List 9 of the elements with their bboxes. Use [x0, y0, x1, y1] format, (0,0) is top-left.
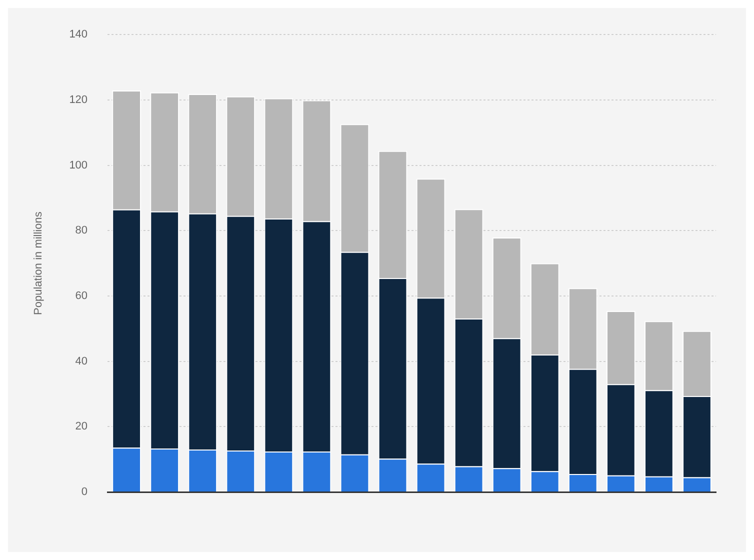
y-tick-label: 60	[75, 290, 88, 302]
y-tick-label: 20	[75, 420, 88, 433]
y-tick-label: 140	[69, 28, 88, 41]
y-tick-label: 120	[69, 94, 88, 106]
y-axis-title: Population in millions	[32, 211, 45, 315]
y-tick-label: 80	[75, 224, 88, 237]
y-tick-label: 100	[69, 159, 88, 172]
y-tick-label: 0	[81, 486, 88, 498]
y-tick-label: 40	[75, 355, 88, 368]
